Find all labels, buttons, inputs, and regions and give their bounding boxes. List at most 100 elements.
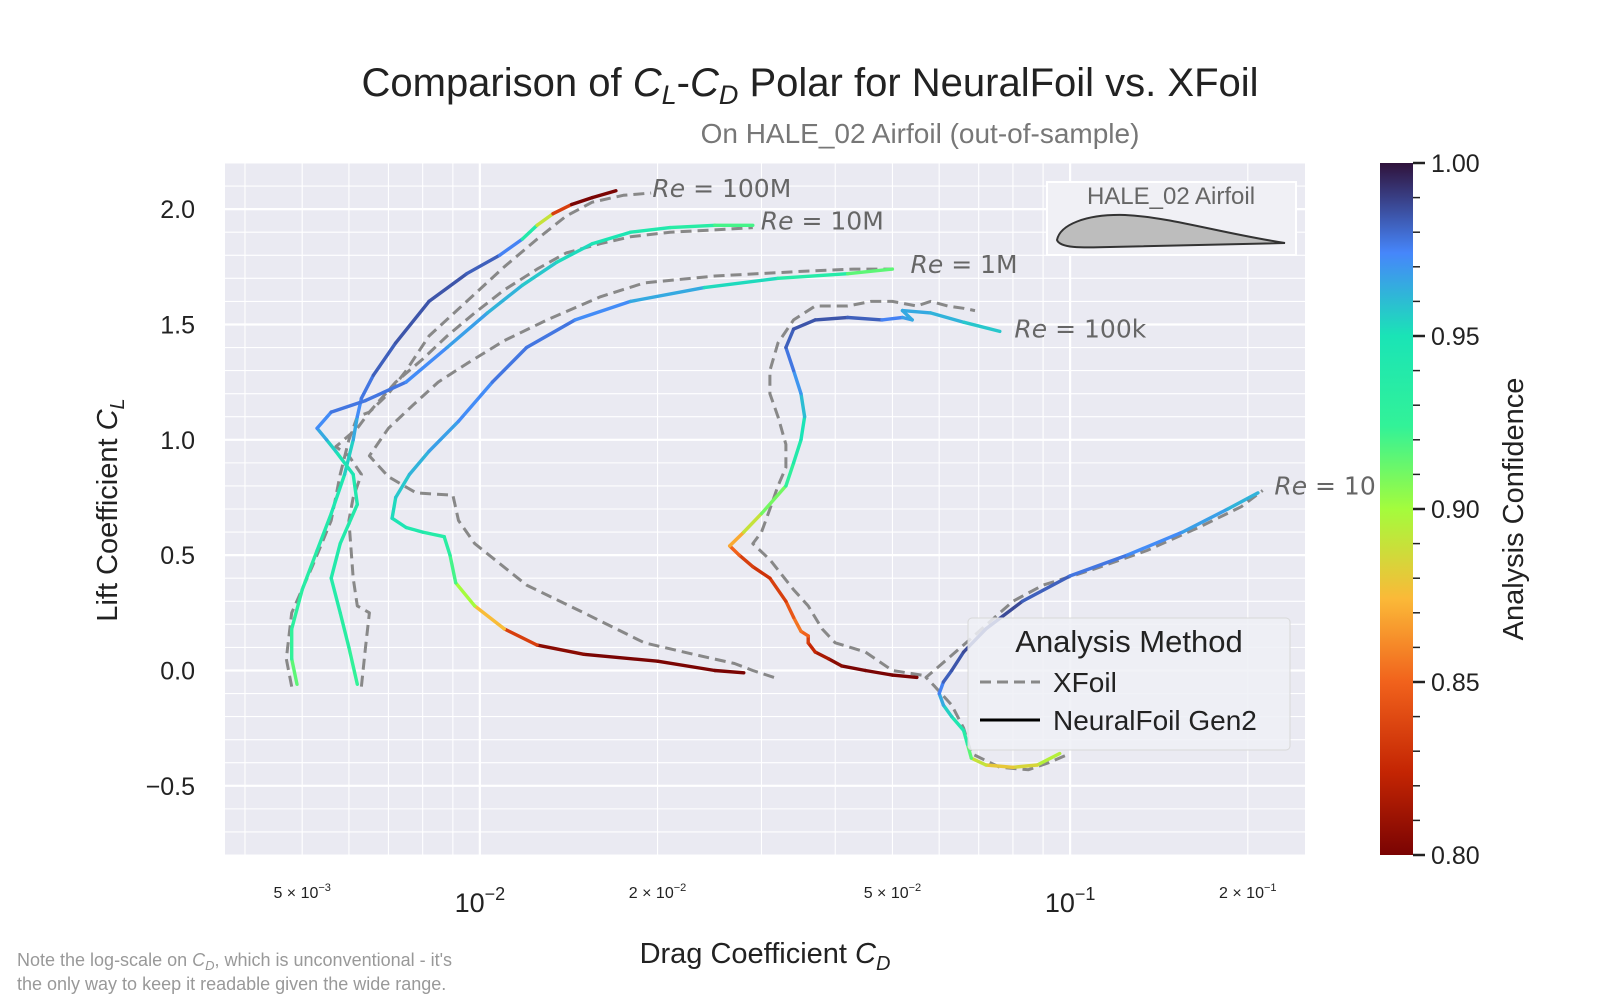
re-label-10M: Re = 10M (761, 206, 884, 235)
neuralfoil-segment (799, 415, 807, 442)
colorbar-tick-label: 0.80 (1431, 842, 1480, 870)
neuralfoil-segment (776, 272, 850, 280)
neuralfoil-segment (768, 576, 788, 603)
airfoil-shape (1055, 213, 1286, 249)
xfoil-polar-1M (367, 267, 893, 679)
neuralfoil-segment (799, 392, 807, 419)
neuralfoil-segment (590, 188, 618, 200)
neuralfoil-segment (407, 449, 431, 477)
neuralfoil-segment (359, 373, 376, 400)
neuralfoil-segment (363, 380, 408, 403)
neuralfoil-segment (290, 657, 299, 686)
x-axis-label: Drag Coefficient CD (640, 938, 891, 975)
neuralfoil-segment (961, 728, 970, 746)
neuralfoil-segment (890, 673, 919, 680)
colorbar-tick-label: 0.95 (1431, 323, 1480, 351)
neuralfoil-segment (329, 576, 342, 615)
neuralfoil-segment (784, 327, 796, 350)
neuralfoil-segment (465, 253, 502, 276)
neuralfoil-segment (485, 283, 524, 315)
neuralfoil-segment (520, 223, 539, 241)
neuralfoil-segment (791, 438, 803, 465)
colorbar: 1.00 0.95 0.90 0.85 0.80 Analysis Confidence (1380, 150, 1530, 870)
neuralfoil-segment (555, 241, 594, 264)
chart-subtitle: On HALE_02 Airfoil (out-of-sample) (701, 118, 1140, 149)
neuralfoil-segment (329, 398, 368, 414)
neuralfoil-segment (961, 320, 1002, 334)
x-tick-label-minor: 2 × 10−1 (1219, 882, 1276, 902)
neuralfoil-segment (520, 260, 559, 287)
neuralfoil-segment (473, 604, 506, 631)
colorbar-label: Analysis Confidence (1498, 378, 1530, 641)
neuralfoil-polar-100M (290, 188, 618, 686)
x-tick-label-minor: 2 × 10−2 (629, 882, 686, 902)
neuralfoil-segment (390, 495, 398, 520)
neuralfoil-segment (582, 652, 660, 663)
re-label-100M: Re = 100M (652, 174, 791, 203)
neuralfoil-segment (784, 345, 796, 373)
x-tick-label: 10−2 (455, 884, 506, 918)
neuralfoil-segment (728, 544, 741, 557)
neuralfoil-segment (329, 541, 342, 580)
neuralfoil-segment (338, 502, 359, 546)
neuralfoil-segment (702, 276, 780, 290)
neuralfoil-segment (863, 668, 895, 677)
neuralfoil-segment (713, 668, 746, 675)
neuralfoil-segment (535, 211, 555, 228)
xfoil-polar-10M (334, 226, 753, 687)
series-layer (284, 188, 1264, 772)
neuralfoil-segment (751, 565, 772, 580)
neuralfoil-segment (791, 318, 817, 331)
neuralfoil-segment (421, 530, 446, 539)
neuralfoil-segment (390, 516, 408, 530)
neuralfoil-segment (524, 318, 577, 350)
inset-label: HALE_02 Airfoil (1087, 183, 1255, 210)
neuralfoil-segment (628, 285, 706, 304)
y-tick-label: 1.5 (160, 311, 195, 339)
re-label-10k: Re = 10 (1274, 472, 1375, 501)
neuralfoil-segment (928, 311, 966, 324)
y-tick-label: 2.0 (160, 196, 195, 224)
neuralfoil-segment (784, 599, 796, 620)
neuralfoil-segment (668, 223, 717, 230)
neuralfoil-segment (427, 419, 461, 453)
neuralfoil-segment (300, 548, 319, 592)
neuralfoil-segment (315, 511, 333, 553)
neuralfoil-segment (950, 714, 966, 733)
neuralfoil-segment (394, 472, 412, 500)
neuralfoil-segment (1020, 574, 1072, 603)
footnote-line-2: the only way to keep it readable given t… (17, 974, 446, 994)
neuralfoil-segment (839, 664, 868, 673)
neuralfoil-segment (497, 237, 524, 258)
x-tick-label-minor: 5 × 10−3 (273, 882, 330, 902)
footnote-line-1: Note the log-scale on CD, which is uncon… (17, 950, 452, 973)
neuralfoil-segment (404, 525, 425, 534)
neuralfoil-segment (454, 581, 477, 608)
legend: Analysis Method XFoil NeuralFoil Gen2 (967, 617, 1291, 751)
neuralfoil-segment (737, 553, 755, 569)
x-tick-label-minor: 5 × 10−2 (864, 882, 921, 902)
legend-title: Analysis Method (1015, 624, 1242, 659)
neuralfoil-polar-10M (315, 223, 755, 686)
neuralfoil-segment (535, 643, 586, 656)
airfoil-inset: HALE_02 Airfoil (1046, 181, 1297, 256)
chart-title: Comparison of CL-CD Polar for NeuralFoil… (361, 61, 1258, 110)
neuralfoil-segment (984, 763, 1015, 769)
y-tick-label: −0.5 (146, 773, 195, 801)
neuralfoil-segment (490, 345, 529, 384)
re-labels: Re = 100M Re = 10M Re = 1M Re = 100k Re = 10 (652, 174, 1375, 501)
neuralfoil-segment (880, 315, 905, 322)
neuralfoil-segment (950, 650, 966, 673)
neuralfoil-segment (827, 657, 844, 668)
neuralfoil-segment (1011, 763, 1040, 769)
neuralfoil-segment (315, 410, 333, 430)
colorbar-tick-label: 1.00 (1431, 150, 1480, 178)
neuralfoil-segment (456, 380, 495, 423)
neuralfoil-segment (371, 341, 398, 377)
y-tick-label: 1.0 (160, 427, 195, 455)
neuralfoil-segment (1035, 751, 1062, 767)
neuralfoil-segment (846, 315, 884, 322)
neuralfoil-segment (941, 703, 954, 719)
colorbar-ticks: 1.00 0.95 0.90 0.85 0.80 (1413, 150, 1480, 870)
